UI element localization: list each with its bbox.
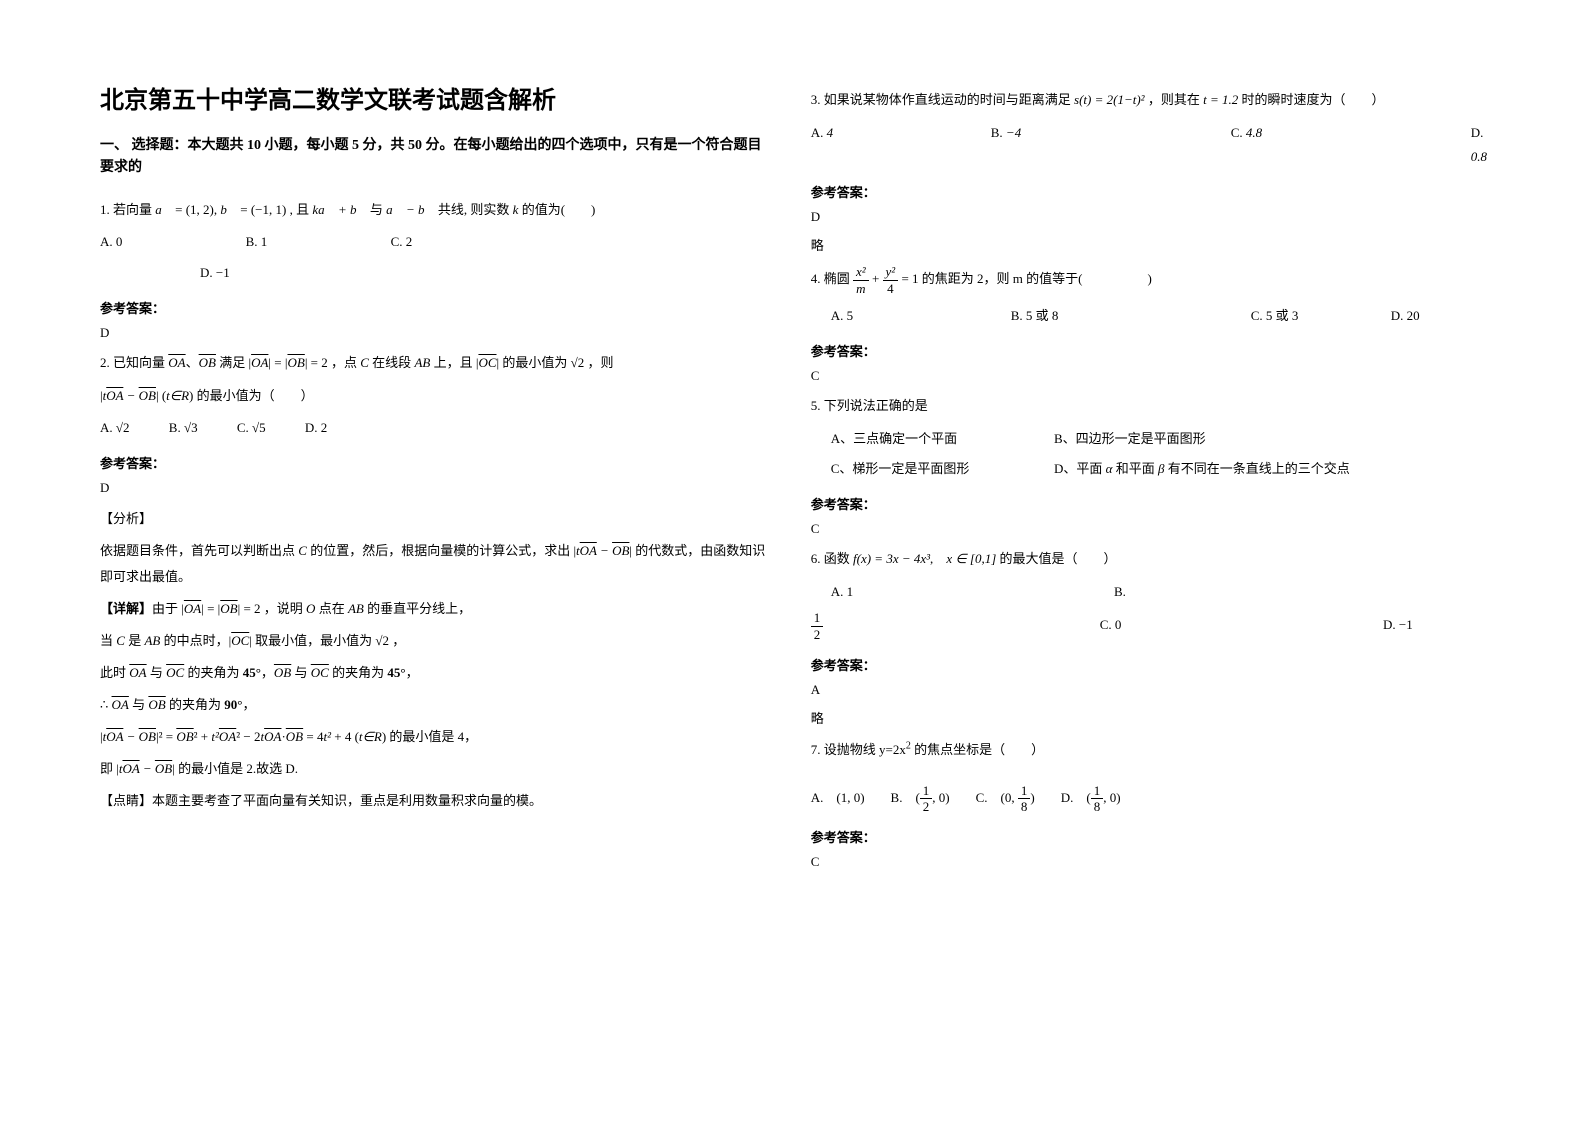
q1-answer: D (100, 325, 771, 341)
q5-optA: A、三点确定一个平面 (831, 427, 1051, 452)
q5-optB: B、四边形一定是平面图形 (1054, 431, 1206, 446)
q6-optC: C. 0 (1100, 613, 1380, 638)
q2-fenxi-label: 【分析】 (100, 506, 771, 532)
q3-optC: C. 4.8 (1231, 121, 1471, 170)
q5-options-row2: C、梯形一定是平面图形 D、平面 α 和平面 β 有不同在一条直线上的三个交点 (811, 457, 1487, 482)
q3-answer-label: 参考答案： (811, 182, 1487, 201)
q6-answer: A (811, 682, 1487, 698)
q1-answer-label: 参考答案： (100, 298, 771, 317)
q2-detail5: |tOA − OB|² = OB² + t²OA² − 2tOA·OB = 4t… (100, 724, 771, 750)
q2-answer: D (100, 480, 771, 496)
q2-diansi: 【点睛】本题主要考查了平面向量有关知识，重点是利用数量积求向量的模。 (100, 788, 771, 814)
q4-optA: A. 5 (831, 304, 1011, 329)
q3-lue: 略 (811, 235, 1487, 254)
q3-options: A. 4 B. −4 C. 4.8 D. 0.8 (811, 121, 1487, 170)
q2-detail6: 即 |tOA − OB| 的最小值是 2.故选 D. (100, 756, 771, 782)
q6-answer-label: 参考答案： (811, 655, 1487, 674)
question-5: 5. 下列说法正确的是 (811, 394, 1487, 419)
section-heading: 一、 选择题：本大题共 10 小题，每小题 5 分，共 50 分。在每小题给出的… (100, 135, 771, 180)
question-1: 1. 若向量 a⃗ = (1, 2), b⃗ = (−1, 1) , 且 ka⃗… (100, 198, 771, 223)
q6-optB-frac: 12 (811, 617, 824, 632)
q1-optB: B. 1 (246, 230, 268, 255)
q2-optC: C. √5 (237, 416, 266, 441)
q2-answer-label: 参考答案： (100, 453, 771, 472)
q2-detail1: 【详解】由于 |OA| = |OB| = 2 ，说明 O 点在 AB 的垂直平分… (100, 596, 771, 622)
q1-options: A. 0 B. 1 C. 2 (100, 230, 771, 255)
q7-answer: C (811, 854, 1487, 870)
page-title: 北京第五十中学高二数学文联考试题含解析 (100, 80, 771, 115)
q2-line2: |tOA − OB| (t∈R) 的最小值为（ ） (100, 384, 771, 409)
q2-line1: 2. 已知向量 OA、OB 满足 |OA| = |OB| = 2 ，点 C 在线… (100, 355, 614, 370)
q7-answer-label: 参考答案： (811, 827, 1487, 846)
q2-options: A. √2 B. √3 C. √5 D. 2 (100, 416, 771, 441)
q6-optD: D. −1 (1383, 617, 1413, 632)
q2-optD: D. 2 (305, 416, 327, 441)
q1-optC: C. 2 (391, 230, 413, 255)
question-7: 7. 设抛物线 y=2x2 的焦点坐标是（ ） (811, 737, 1487, 763)
q5-answer-label: 参考答案： (811, 494, 1487, 513)
q6-options-row1: A. 1 B. (811, 580, 1487, 605)
question-3: 3. 如果说某物体作直线运动的时间与距离满足 s(t) = 2(1−t)² ，则… (811, 88, 1487, 113)
q4-answer-label: 参考答案： (811, 341, 1487, 360)
q2-detail3: 此时 OA 与 OC 的夹角为 45°，OB 与 OC 的夹角为 45°， (100, 660, 771, 686)
q2-fenxi-text: 依据题目条件，首先可以判断出点 C 的位置，然后，根据向量模的计算公式，求出 |… (100, 538, 771, 590)
q6-optA: A. 1 (831, 580, 1111, 605)
q4-optC: C. 5 或 3 (1251, 304, 1391, 329)
q7-options: A. (1, 0) B. (12, 0) C. (0, 18) D. (18, … (811, 783, 1487, 815)
q5-answer: C (811, 521, 1487, 537)
q4-answer: C (811, 368, 1487, 384)
question-2: 2. 已知向量 OA、OB 满足 |OA| = |OB| = 2 ，点 C 在线… (100, 351, 771, 376)
q3-optD: D. 0.8 (1471, 121, 1487, 170)
q4-optD: D. 20 (1391, 304, 1487, 329)
left-column: 北京第五十中学高二数学文联考试题含解析 一、 选择题：本大题共 10 小题，每小… (100, 80, 771, 1042)
q6-options-row2: 12 C. 0 D. −1 (811, 610, 1487, 642)
q3-optB: B. −4 (991, 121, 1231, 170)
q2-detail2: 当 C 是 AB 的中点时，|OC| 取最小值，最小值为 √2 ， (100, 628, 771, 654)
q2-optB: B. √3 (169, 416, 198, 441)
q5-optD: D、平面 α 和平面 β 有不同在一条直线上的三个交点 (1054, 461, 1350, 476)
q3-answer: D (811, 209, 1487, 225)
q1-text: 1. 若向量 a⃗ = (1, 2), b⃗ = (−1, 1) , 且 ka⃗… (100, 202, 595, 217)
question-4: 4. 椭圆 x²m + y²4 = 1 的焦距为 2，则 m 的值等于( ) (811, 264, 1487, 296)
right-column: 3. 如果说某物体作直线运动的时间与距离满足 s(t) = 2(1−t)² ，则… (811, 80, 1487, 1042)
q1-optA: A. 0 (100, 230, 122, 255)
q1-optD: D. −1 (200, 265, 230, 280)
question-6: 6. 函数 f(x) = 3x − 4x³, x ∈ [0,1] 的最大值是（ … (811, 547, 1487, 572)
q5-options-row1: A、三点确定一个平面 B、四边形一定是平面图形 (811, 427, 1487, 452)
q4-options: A. 5 B. 5 或 8 C. 5 或 3 D. 20 (831, 304, 1487, 329)
q2-detail4: ∴ OA 与 OB 的夹角为 90°， (100, 692, 771, 718)
q3-optA: A. 4 (811, 121, 991, 170)
q4-optB: B. 5 或 8 (1011, 304, 1251, 329)
q6-optB-pre: B. (1114, 584, 1126, 599)
q2-optA: A. √2 (100, 416, 130, 441)
q5-optC: C、梯形一定是平面图形 (831, 457, 1051, 482)
q1-options-2: D. −1 (100, 261, 771, 286)
q6-lue: 略 (811, 708, 1487, 727)
